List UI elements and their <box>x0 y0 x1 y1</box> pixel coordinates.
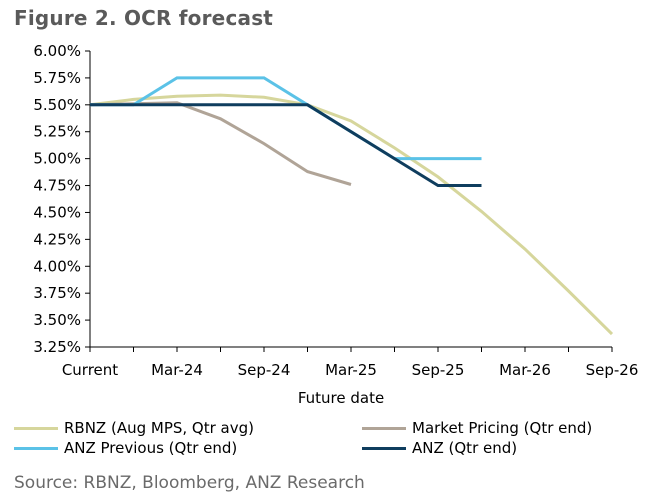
y-tick-label: 5.00% <box>33 150 81 168</box>
x-tick-label: Mar-26 <box>499 361 551 379</box>
x-tick-label: Mar-24 <box>151 361 203 379</box>
x-tick-label: Sep-24 <box>238 361 291 379</box>
y-tick-label: 6.00% <box>33 42 81 60</box>
y-tick-label: 4.75% <box>33 177 81 195</box>
legend-label: ANZ Previous (Qtr end) <box>64 439 238 457</box>
legend-swatch <box>362 446 406 450</box>
y-tick-label: 5.25% <box>33 123 81 141</box>
market-pricing-series-line <box>89 101 352 186</box>
source-note: Source: RBNZ, Bloomberg, ANZ Research <box>14 473 365 493</box>
y-tick-label: 3.25% <box>33 338 81 356</box>
y-tick-label: 4.00% <box>33 257 81 275</box>
x-tick-label: Sep-26 <box>586 361 639 379</box>
y-tick-label: 5.50% <box>33 96 81 114</box>
x-tick-label: Current <box>62 361 118 379</box>
legend-swatch <box>362 426 406 430</box>
legend-label: RBNZ (Aug MPS, Qtr avg) <box>64 419 254 437</box>
legend-item-anz: ANZ (Qtr end) <box>362 438 517 458</box>
legend-label: ANZ (Qtr end) <box>412 439 518 457</box>
y-tick-label: 4.25% <box>33 230 81 248</box>
y-tick-label: 3.75% <box>33 284 81 302</box>
legend-label: Market Pricing (Qtr end) <box>412 419 593 437</box>
anz-series-line <box>90 103 482 187</box>
rbnz-series-line <box>89 93 614 336</box>
x-tick-label: Sep-25 <box>412 361 465 379</box>
y-tick-label: 4.50% <box>33 203 81 221</box>
ocr-forecast-chart: 3.25% 3.50% 3.75% 4.00% 4.25% 4.50% 4.75% 5.00%… <box>33 42 639 407</box>
chart-title: Figure 2. OCR forecast <box>14 6 274 30</box>
x-axis-title: Future date <box>298 389 384 407</box>
x-tick-label: Mar-25 <box>325 361 377 379</box>
legend-swatch <box>14 446 58 450</box>
y-tick-label: 5.75% <box>33 69 81 87</box>
legend-item-market-pricing: Market Pricing (Qtr end) <box>362 418 592 438</box>
anz-previous-series-line <box>90 76 482 161</box>
y-tick-label: 3.50% <box>33 311 81 329</box>
legend-swatch <box>14 426 58 430</box>
legend-item-anz-previous: ANZ Previous (Qtr end) <box>14 438 237 458</box>
legend-item-rbnz: RBNZ (Aug MPS, Qtr avg) <box>14 418 254 438</box>
chart-legend: RBNZ (Aug MPS, Qtr avg) Market Pricing (Q… <box>14 418 644 462</box>
